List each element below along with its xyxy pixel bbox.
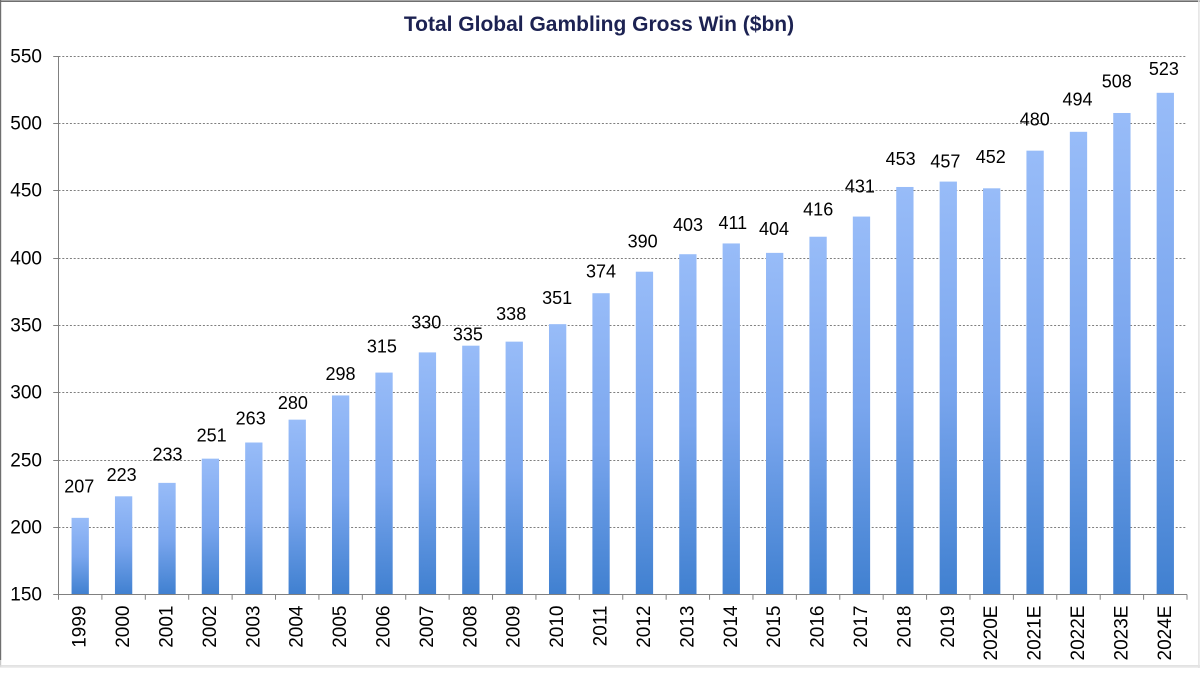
svg-text:2012: 2012 <box>634 606 655 648</box>
svg-text:338: 338 <box>496 304 526 324</box>
svg-text:453: 453 <box>886 149 916 169</box>
svg-text:250: 250 <box>10 450 42 471</box>
svg-text:2004: 2004 <box>287 605 308 648</box>
svg-text:2013: 2013 <box>677 606 698 648</box>
svg-text:200: 200 <box>10 517 42 538</box>
svg-text:2005: 2005 <box>330 606 351 648</box>
svg-text:2023E: 2023E <box>1111 606 1132 661</box>
svg-text:452: 452 <box>976 147 1006 167</box>
svg-text:2020E: 2020E <box>981 605 1002 660</box>
svg-text:2003: 2003 <box>243 606 264 648</box>
svg-text:404: 404 <box>759 219 789 239</box>
svg-text:280: 280 <box>278 393 308 413</box>
svg-text:411: 411 <box>718 213 747 233</box>
svg-text:550: 550 <box>10 46 42 67</box>
svg-text:263: 263 <box>236 409 266 429</box>
svg-text:298: 298 <box>325 364 355 384</box>
svg-text:351: 351 <box>542 288 572 308</box>
svg-text:2007: 2007 <box>417 606 438 648</box>
svg-text:2016: 2016 <box>808 606 829 648</box>
svg-text:330: 330 <box>411 313 441 333</box>
svg-text:2010: 2010 <box>547 606 568 648</box>
svg-text:2011: 2011 <box>591 606 612 647</box>
svg-text:2017: 2017 <box>851 606 872 648</box>
svg-text:2018: 2018 <box>894 606 915 648</box>
svg-text:150: 150 <box>10 584 42 605</box>
svg-text:500: 500 <box>10 113 42 134</box>
svg-text:416: 416 <box>803 199 833 219</box>
svg-text:2002: 2002 <box>200 606 221 648</box>
svg-text:2024E: 2024E <box>1155 606 1176 661</box>
svg-text:2022E: 2022E <box>1068 606 1089 661</box>
svg-text:2008: 2008 <box>460 606 481 648</box>
svg-text:2021E: 2021E <box>1025 606 1046 661</box>
svg-text:2001: 2001 <box>157 606 178 648</box>
svg-text:300: 300 <box>10 382 42 403</box>
svg-text:508: 508 <box>1102 72 1132 92</box>
svg-text:223: 223 <box>107 465 137 485</box>
svg-text:480: 480 <box>1020 109 1050 129</box>
svg-text:494: 494 <box>1062 89 1092 109</box>
svg-text:2000: 2000 <box>113 606 134 648</box>
svg-text:2019: 2019 <box>938 606 959 648</box>
svg-text:251: 251 <box>197 426 227 446</box>
svg-text:1999: 1999 <box>70 606 91 648</box>
svg-text:207: 207 <box>64 477 94 497</box>
svg-text:431: 431 <box>845 177 875 197</box>
svg-text:2006: 2006 <box>374 606 395 648</box>
svg-text:457: 457 <box>930 152 960 172</box>
svg-text:2014: 2014 <box>721 605 742 648</box>
svg-text:523: 523 <box>1149 59 1179 79</box>
svg-text:350: 350 <box>10 315 42 336</box>
svg-text:335: 335 <box>453 325 483 345</box>
svg-text:233: 233 <box>152 445 182 465</box>
svg-text:2009: 2009 <box>504 606 525 648</box>
svg-text:400: 400 <box>10 248 42 269</box>
svg-text:Total Global Gambling Gross Wi: Total Global Gambling Gross Win ($bn) <box>404 13 794 36</box>
svg-text:403: 403 <box>673 215 703 235</box>
svg-text:450: 450 <box>10 180 42 201</box>
svg-text:374: 374 <box>586 262 616 282</box>
svg-text:315: 315 <box>367 337 397 357</box>
svg-text:390: 390 <box>628 232 658 252</box>
svg-text:2015: 2015 <box>764 606 785 648</box>
